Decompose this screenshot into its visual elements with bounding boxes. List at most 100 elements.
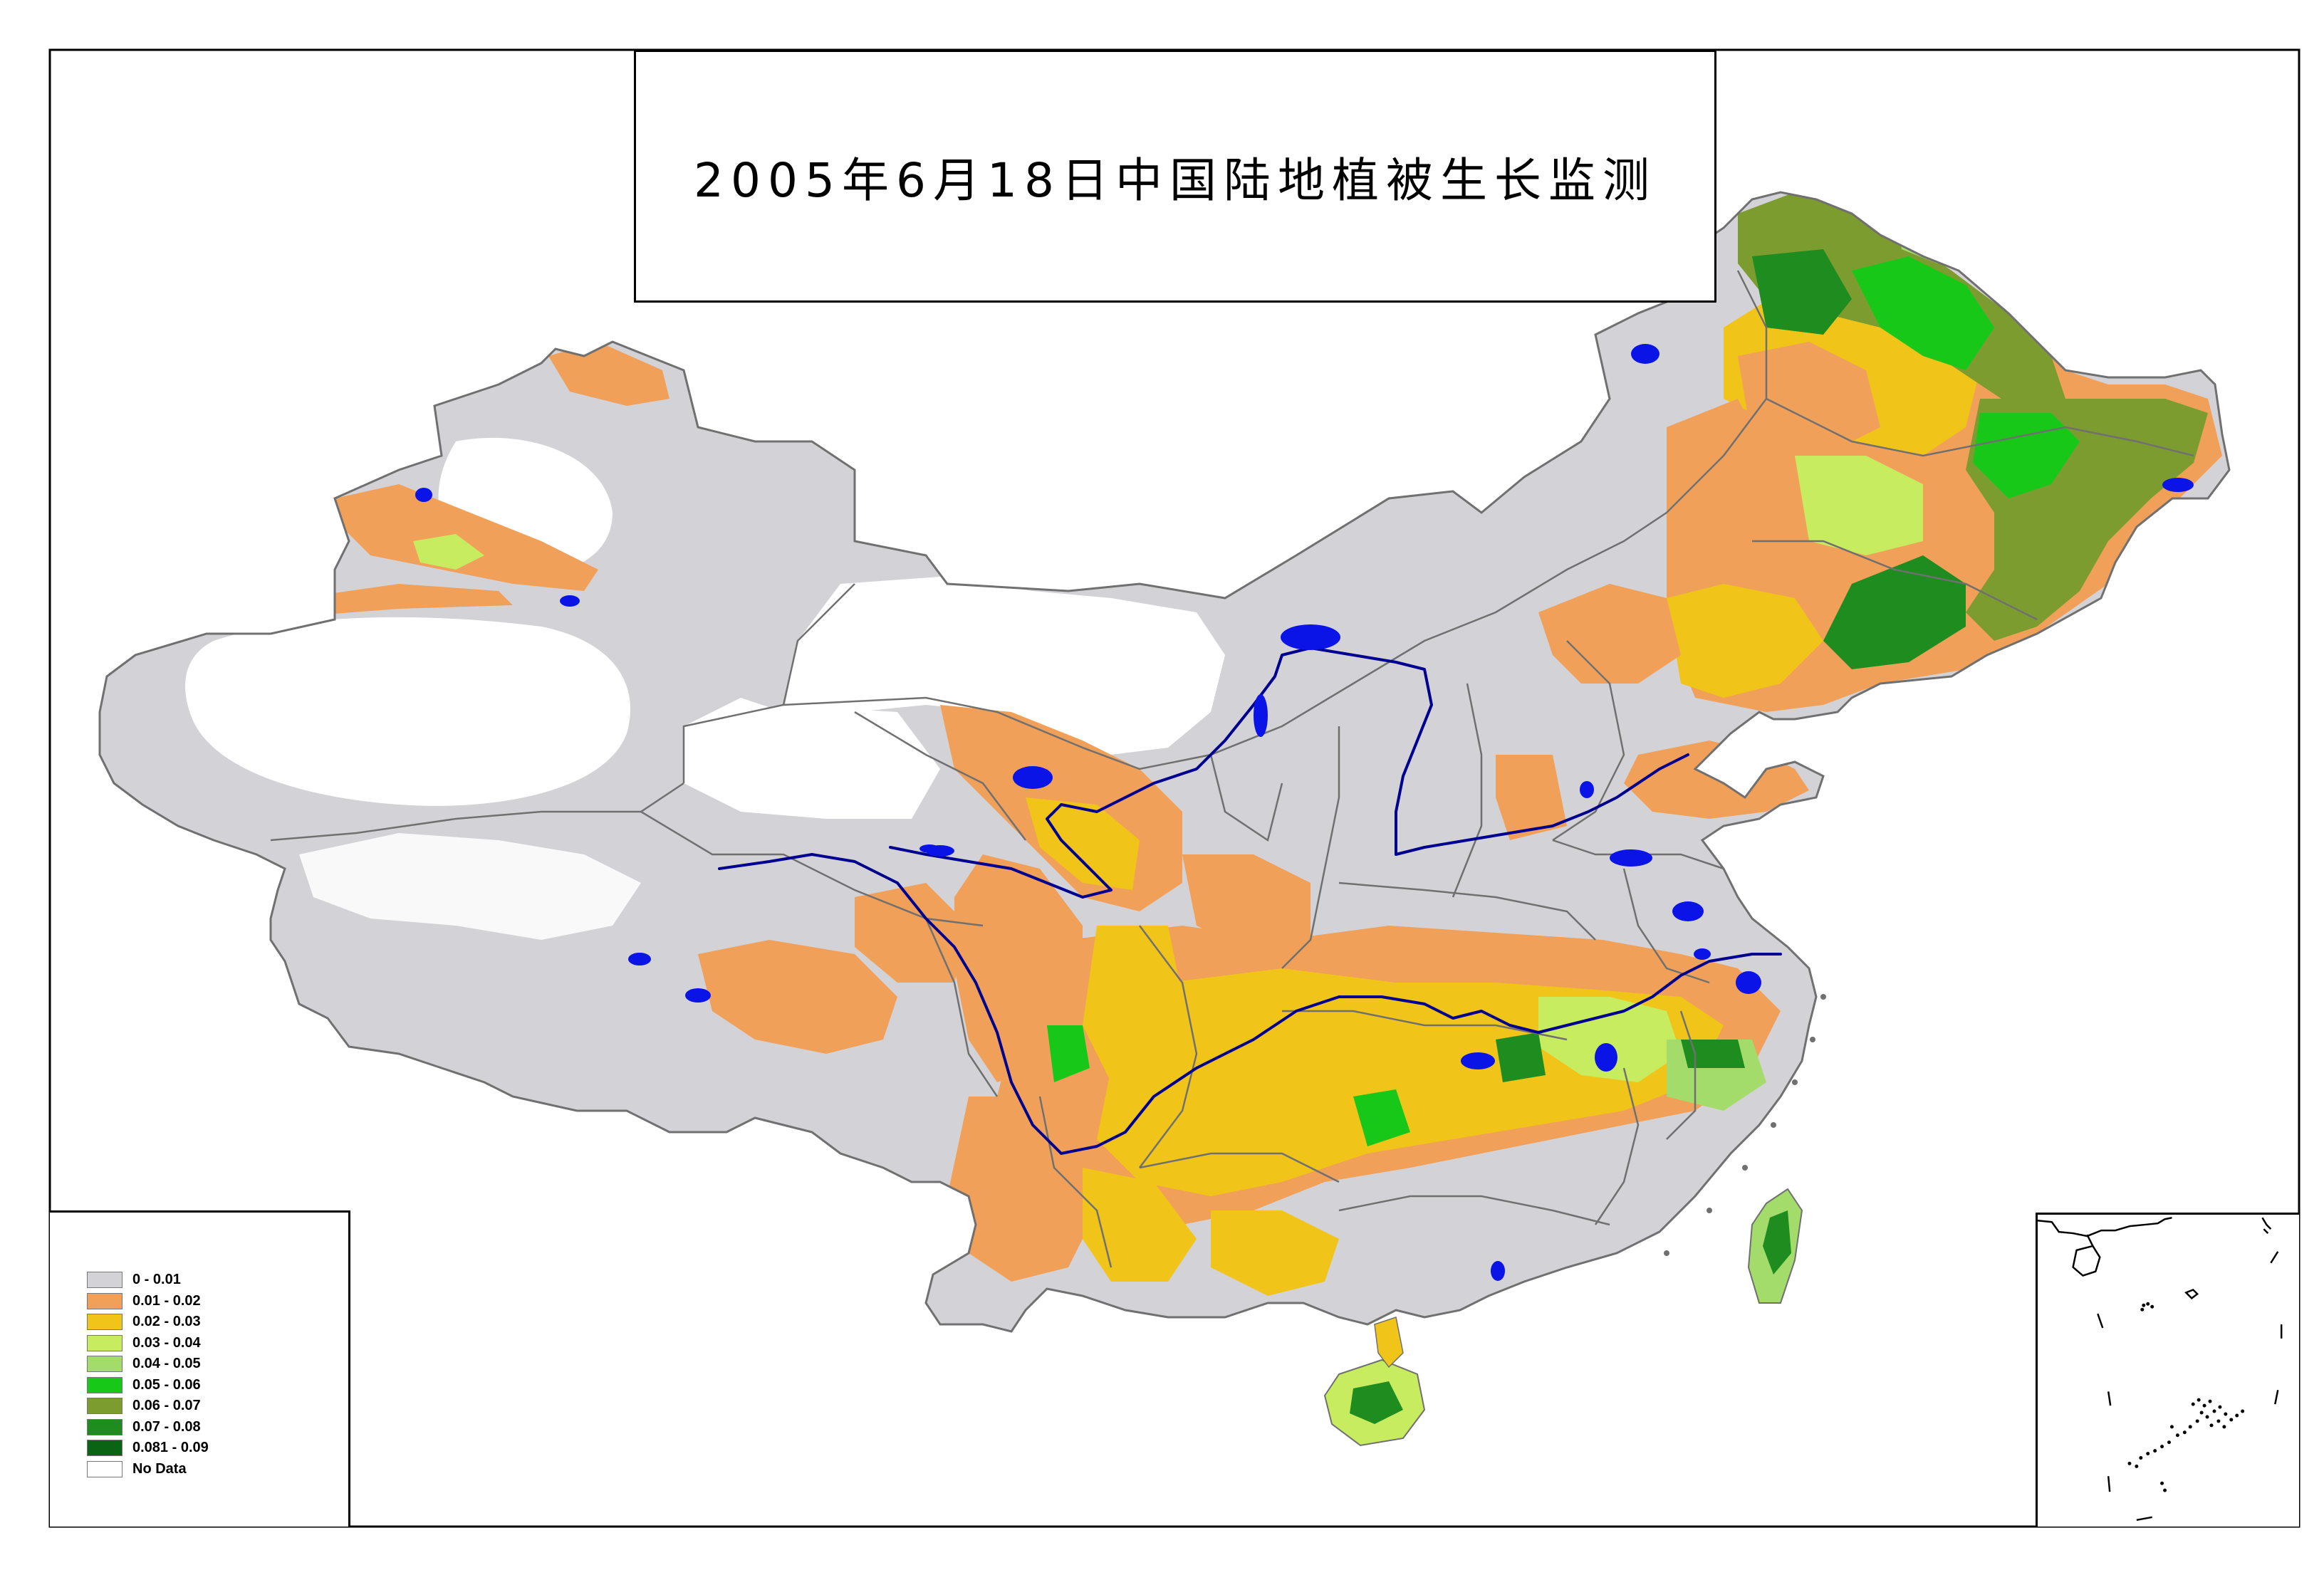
map-title: 2005年6月18日中国陆地植被生长监测 — [694, 152, 1657, 208]
inset-leizhou — [2086, 1234, 2094, 1247]
legend-swatch — [87, 1460, 123, 1477]
china-outline — [98, 191, 2231, 1333]
lake-namtso — [628, 953, 651, 965]
boundary-ningxia — [1209, 754, 1283, 842]
legend-swatch — [87, 1440, 123, 1457]
no-data-qaidam — [684, 705, 940, 819]
yangtze-river — [718, 853, 1782, 1155]
legend-swatch — [87, 1398, 123, 1415]
legend-item: No Data — [87, 1459, 209, 1480]
boundary-henan — [1338, 881, 1596, 941]
boundary-guangdong — [1338, 1195, 1610, 1226]
veg-yunnan-orange — [947, 1097, 1097, 1282]
lake-bosten — [560, 595, 580, 607]
legend-label: 0.06 - 0.07 — [132, 1398, 201, 1414]
veg-ne-bright-green — [1852, 256, 1994, 370]
legend-label: 0 - 0.01 — [132, 1272, 181, 1288]
taiwan-forest — [1763, 1210, 1791, 1275]
inset-dongsha — [2184, 1288, 2199, 1299]
boundary-zhejiang — [1666, 1010, 1697, 1140]
legend-label: No Data — [132, 1460, 187, 1477]
south-china-sea-inset — [2036, 1213, 2299, 1527]
lake-dianchi — [1491, 1261, 1505, 1281]
boundary-shanxi — [1452, 683, 1483, 898]
lakes — [415, 344, 2194, 1281]
legend-item: 0 - 0.01 — [87, 1270, 209, 1291]
lake-baiyangdian — [1580, 781, 1594, 798]
coastal-islands — [1664, 994, 1826, 1256]
veg-sichuan-yellow — [1083, 926, 1182, 1082]
lake-poyang — [1595, 1043, 1617, 1072]
legend-item: 0.04 - 0.05 — [87, 1354, 209, 1375]
boundary-qinghai-gansu — [854, 711, 1026, 841]
boundary-tibet-sichuan — [924, 918, 999, 1097]
legend-label: 0.07 - 0.08 — [132, 1418, 201, 1435]
lake-ordos — [1254, 694, 1268, 737]
legend-item: 0.05 - 0.06 — [87, 1375, 209, 1396]
veg-ili — [335, 484, 598, 591]
lake-nansi — [1610, 849, 1652, 867]
rivers — [718, 647, 1782, 1155]
lake-selin — [685, 988, 711, 1003]
legend-label: 0.03 - 0.04 — [132, 1334, 201, 1351]
veg-ne-darkgreen — [1752, 249, 1852, 335]
south-china-sea-inset-map — [2038, 1217, 2283, 1522]
legend-box: 0 - 0.01 0.01 - 0.02 0.02 - 0.03 0.03 - 0.0… — [50, 1210, 350, 1527]
lake-ulungur — [415, 488, 432, 502]
lake-wuliangsu — [1281, 624, 1340, 650]
inset-taiwan-tip — [2261, 1217, 2272, 1230]
veg-south-yellowgreen — [1538, 997, 1681, 1082]
boundary-xinjiang-tibet — [270, 782, 684, 842]
veg-changbai-green — [1973, 413, 2080, 498]
veg-tibet-orange-east — [855, 883, 969, 983]
legend-label: 0.05 - 0.06 — [132, 1376, 201, 1393]
title-box: 2005年6月18日中国陆地植被生长监测 — [634, 50, 1716, 303]
legend-swatch — [87, 1314, 123, 1331]
lake-hongze — [1672, 901, 1704, 921]
lake-tai — [1736, 971, 1761, 994]
legend-label: 0.081 - 0.09 — [132, 1440, 209, 1456]
boundary-hubei-hunan — [1282, 1010, 1568, 1041]
veg-guangxi-yellow — [1211, 1210, 1339, 1296]
legend-swatch — [87, 1334, 123, 1351]
inset-islands — [2127, 1288, 2245, 1492]
lake-gyaring — [919, 844, 939, 853]
veg-south-green1 — [1353, 1089, 1410, 1146]
province-boundaries — [270, 270, 2194, 1268]
legend-item: 0.081 - 0.09 — [87, 1438, 209, 1459]
legend-label: 0.04 - 0.05 — [132, 1356, 201, 1372]
legend-swatch — [87, 1292, 123, 1309]
veg-northchina-orange — [1496, 755, 1567, 840]
boundary-qinghai-tibet — [640, 810, 984, 927]
legend-item: 0.07 - 0.08 — [87, 1417, 209, 1438]
no-data-tarim — [185, 617, 630, 806]
veg-ne-orange-mid — [1738, 342, 1880, 456]
veg-shaanxi-orange — [1182, 854, 1310, 954]
lake-qinghai — [1013, 766, 1053, 789]
lake-chao — [1694, 948, 1711, 960]
boundary-hebei — [1552, 640, 1625, 842]
boundary-jiangxi-fujian — [1594, 1067, 1640, 1225]
legend-swatch — [87, 1356, 123, 1373]
hainan-forest — [1350, 1381, 1403, 1424]
veg-south-green2 — [1496, 1032, 1546, 1082]
veg-altai — [548, 342, 669, 406]
lake-hulun — [1631, 344, 1659, 364]
legend-label: 0.01 - 0.02 — [132, 1292, 201, 1309]
veg-hebei-orange — [1538, 584, 1681, 684]
boundary-jilin-liaoning — [1752, 540, 2038, 621]
veg-ne-yellow-green — [1795, 456, 1923, 555]
no-data-tibet-north — [299, 833, 641, 940]
veg-ne-orange-west — [1667, 399, 1766, 584]
legend-swatch — [87, 1272, 123, 1289]
veg-anhui-darkgreen — [1681, 1040, 1745, 1068]
legend-label: 0.02 - 0.03 — [132, 1314, 201, 1330]
legend-swatch — [87, 1418, 123, 1435]
veg-gansu-yellow — [1026, 797, 1140, 890]
boundary-yunnan — [1038, 1096, 1113, 1268]
boundary-anhui-jiangsu — [1622, 868, 1710, 984]
veg-ne-southdark — [1823, 555, 1966, 669]
boundary-sichuan-chongqing — [1139, 925, 1198, 1168]
